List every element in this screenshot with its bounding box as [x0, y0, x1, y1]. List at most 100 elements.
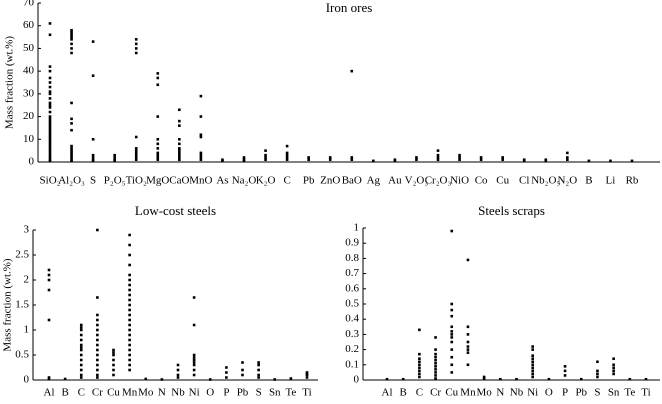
data-point	[221, 159, 224, 163]
data-point	[596, 375, 599, 379]
data-point	[128, 233, 131, 237]
data-point	[531, 345, 534, 348]
x-tick-label: Cl	[519, 175, 529, 187]
data-point	[307, 158, 310, 162]
y-tick-label: 0.2	[345, 343, 359, 355]
data-point	[450, 314, 454, 318]
data-point	[199, 156, 203, 159]
data-point	[176, 376, 180, 379]
data-point	[566, 156, 569, 159]
chart-title: Iron ores	[326, 0, 373, 15]
data-point	[96, 328, 99, 332]
data-point	[128, 323, 131, 327]
data-point	[178, 153, 181, 157]
data-point	[612, 372, 615, 376]
data-point	[48, 159, 52, 163]
x-tick-label: Cu	[496, 175, 509, 187]
x-tick-label: B	[585, 175, 592, 187]
data-point	[531, 357, 534, 361]
data-point	[70, 156, 73, 159]
data-point	[566, 158, 569, 162]
data-point	[192, 296, 196, 299]
data-point	[160, 378, 164, 381]
data-point	[113, 153, 116, 157]
data-point	[273, 378, 277, 381]
data-point	[450, 302, 454, 306]
data-point	[48, 137, 52, 141]
y-tick-label: 10	[23, 133, 35, 145]
x-tick-label: Nb	[510, 387, 524, 399]
data-point	[48, 142, 52, 146]
x-tick-label: TiO₂	[126, 175, 147, 187]
y-tick-label: 0.5	[345, 298, 359, 310]
y-tick-label: 0	[29, 156, 35, 168]
data-point	[128, 298, 131, 302]
data-point	[79, 363, 83, 367]
y-tick-label: 60	[23, 19, 35, 31]
data-point	[289, 377, 293, 380]
data-point	[434, 368, 437, 371]
data-point	[70, 101, 73, 105]
data-point	[178, 108, 181, 112]
data-point	[501, 158, 504, 162]
data-point	[70, 47, 73, 50]
data-point	[70, 128, 73, 132]
x-tick-label: BaO	[342, 175, 362, 187]
data-point	[112, 373, 115, 377]
data-point	[563, 374, 567, 377]
x-tick-label: C	[78, 387, 85, 399]
data-point	[436, 156, 440, 159]
data-point	[192, 368, 196, 372]
data-point	[112, 351, 115, 354]
data-point	[48, 144, 52, 148]
x-tick-label: As	[216, 175, 228, 187]
x-tick-label: N	[158, 387, 166, 399]
data-point	[418, 328, 421, 332]
x-tick-label: Ti	[302, 387, 311, 399]
data-point	[242, 156, 246, 159]
y-tick-label: 0.5	[15, 349, 29, 361]
data-point	[434, 358, 437, 362]
data-point	[242, 159, 246, 163]
x-tick-label: S	[594, 387, 600, 399]
data-point	[563, 369, 567, 373]
data-point	[458, 158, 461, 162]
data-point	[285, 156, 289, 159]
data-point	[596, 369, 599, 373]
x-tick-label: Rb	[626, 175, 639, 187]
data-point	[79, 346, 83, 349]
data-point	[285, 151, 289, 155]
chart-title: Steels scraps	[478, 203, 545, 218]
data-point	[48, 106, 52, 109]
y-tick-label: 1.5	[15, 299, 29, 311]
data-point	[48, 97, 52, 100]
y-tick-label: 0	[24, 374, 30, 386]
data-point	[48, 92, 52, 96]
data-point	[156, 147, 160, 150]
data-point	[134, 147, 138, 150]
data-point	[128, 283, 131, 287]
data-point	[531, 369, 534, 373]
data-point	[225, 371, 228, 374]
data-point	[450, 330, 454, 333]
data-point	[63, 377, 67, 381]
data-point	[96, 333, 99, 337]
x-tick-label: Cu	[107, 387, 120, 399]
x-tick-label: Cr	[430, 387, 441, 399]
data-point	[450, 333, 454, 336]
data-point	[328, 158, 332, 162]
y-tick-label: 0	[354, 374, 360, 386]
data-point	[134, 38, 138, 41]
x-tick-label: Mo	[138, 387, 154, 399]
data-point	[531, 375, 534, 379]
data-point	[156, 137, 160, 141]
y-tick-label: 0.8	[345, 252, 359, 264]
data-point	[128, 348, 131, 352]
x-tick-label: P	[223, 387, 229, 399]
data-point	[70, 35, 73, 39]
data-point	[91, 153, 95, 157]
data-point	[450, 355, 454, 359]
data-point	[156, 151, 160, 155]
chart-title: Low-cost steels	[135, 203, 216, 218]
data-point	[47, 278, 51, 282]
